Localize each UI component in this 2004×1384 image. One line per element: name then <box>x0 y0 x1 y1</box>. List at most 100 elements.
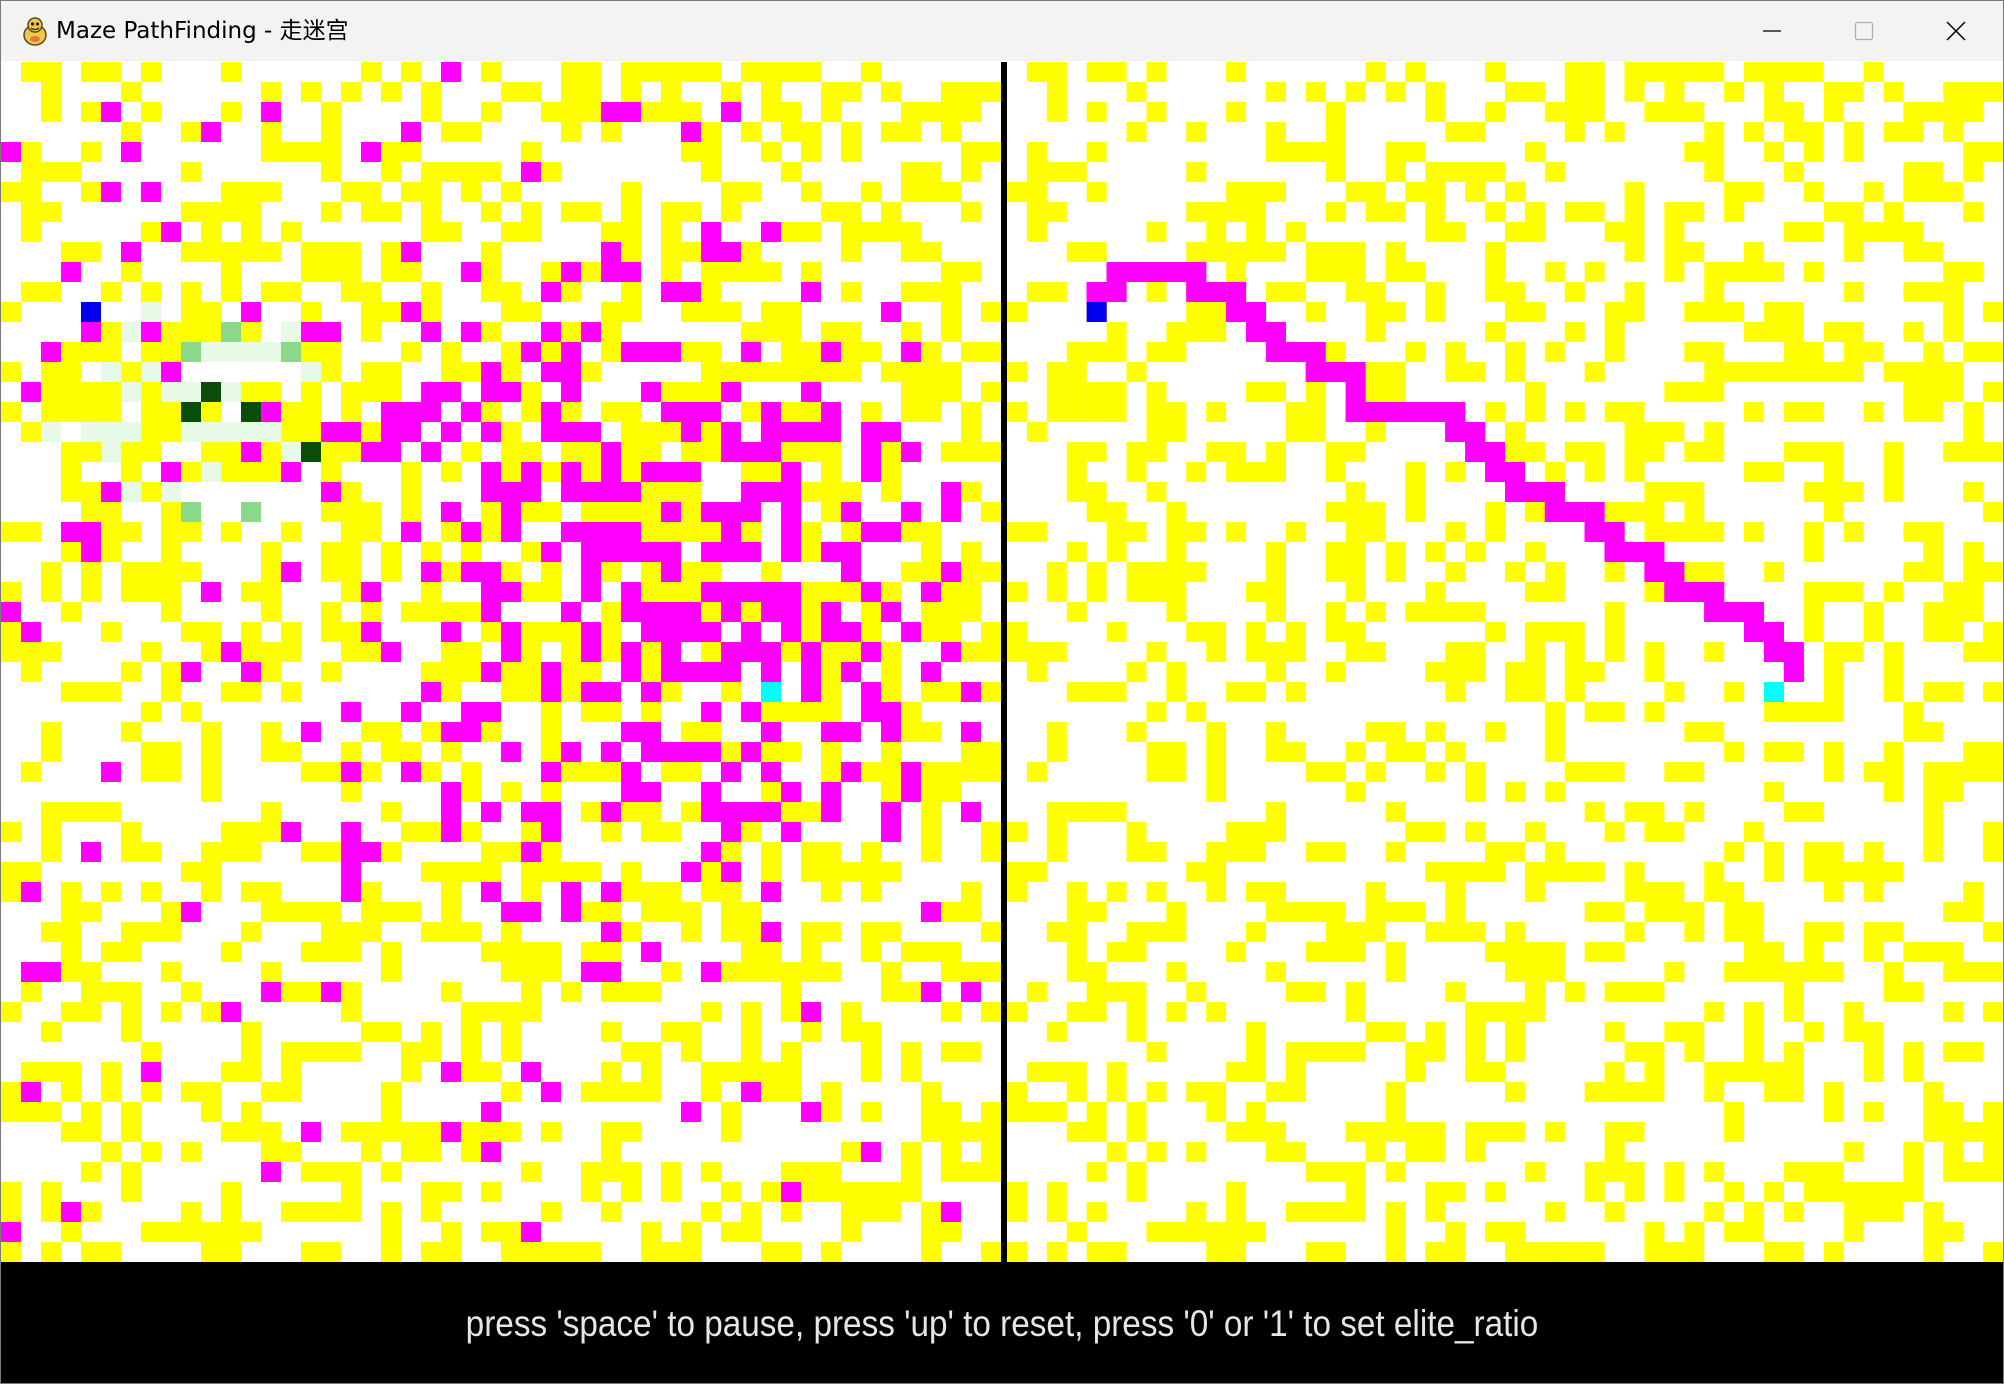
maze-wall-cell <box>1146 382 1167 402</box>
maze-wall-cell <box>1564 82 1585 102</box>
maze-wall-cell <box>801 802 821 822</box>
maze-visited-cell <box>741 642 761 662</box>
maze-wall-cell <box>101 682 121 702</box>
maze-wall-cell <box>21 642 41 662</box>
game-canvas[interactable]: press 'space' to pause, press 'up' to re… <box>1 62 2003 1383</box>
maze-visited-cell <box>561 742 581 762</box>
maze-wall-cell <box>641 902 661 922</box>
maze-visited-cell <box>781 542 801 562</box>
maze-wall-cell <box>1445 562 1466 582</box>
maze-wall-cell <box>521 942 541 962</box>
minimize-button[interactable] <box>1726 1 1818 61</box>
maze-visited-cell <box>581 642 601 662</box>
maze-wall-cell <box>901 182 921 202</box>
maze-wall-cell <box>741 902 761 922</box>
maze-wall-cell <box>881 782 901 802</box>
maze-wall-cell <box>281 1082 301 1102</box>
title-bar[interactable]: Maze PathFinding - 走迷宫 <box>1 1 2003 61</box>
maze-wall-cell <box>1305 422 1326 442</box>
maze-wall-cell <box>881 442 901 462</box>
maze-wall-cell <box>221 1202 241 1222</box>
maze-visited-cell <box>781 582 801 602</box>
maze-wall-cell <box>1604 302 1625 322</box>
maze-wall-cell <box>1026 142 1047 162</box>
maze-path-cell <box>1285 342 1306 362</box>
maze-visited-cell <box>741 1082 761 1102</box>
close-button[interactable] <box>1910 1 2002 61</box>
maze-path-cell <box>1644 562 1665 582</box>
maze-wall-cell <box>1106 802 1127 822</box>
maze-wall-cell <box>61 802 81 822</box>
maze-wall-cell <box>261 242 281 262</box>
maze-wall-cell <box>601 1162 621 1182</box>
maze-wall-cell <box>1086 502 1107 522</box>
maze-wall-cell <box>1863 1102 1884 1122</box>
maze-wall-cell <box>1007 862 1027 882</box>
maze-wall-cell <box>141 382 161 402</box>
maze-wall-cell <box>101 382 121 402</box>
maze-wall-cell <box>321 562 341 582</box>
maze-wall-cell <box>381 1082 401 1102</box>
maze-wall-cell <box>1265 902 1286 922</box>
maze-wall-cell <box>661 242 681 262</box>
maze-wall-cell <box>381 142 401 162</box>
maze-wall-cell <box>521 1242 541 1262</box>
maze-wall-cell <box>121 942 141 962</box>
maze-wall-cell <box>1186 202 1207 222</box>
maze-wall-cell <box>1963 102 1984 122</box>
maze-wall-cell <box>1146 582 1167 602</box>
maze-wall-cell <box>1285 642 1306 662</box>
maze-wall-cell <box>1704 302 1725 322</box>
maze-wall-cell <box>1963 1162 1984 1182</box>
maze-wall-cell <box>781 362 801 382</box>
maze-visited-cell <box>561 262 581 282</box>
maze-visited-cell <box>401 422 421 442</box>
maze-visited-cell <box>801 1002 821 1022</box>
maze-wall-cell <box>521 962 541 982</box>
maze-wall-cell <box>741 942 761 962</box>
maze-wall-cell <box>1026 662 1047 682</box>
maze-wall-cell <box>1285 682 1306 702</box>
maze-wall-cell <box>901 402 921 422</box>
maze-visited-cell <box>621 582 641 602</box>
maze-wall-cell <box>961 1122 981 1142</box>
maze-wall-cell <box>621 1122 641 1142</box>
maze-wall-cell <box>1425 1242 1446 1262</box>
maze-wall-cell <box>801 402 821 422</box>
maze-wall-cell <box>1604 902 1625 922</box>
maze-visited-cell <box>681 662 701 682</box>
maze-visited-cell <box>101 102 121 122</box>
maze-visited-cell <box>501 382 521 402</box>
maze-wall-cell <box>241 842 261 862</box>
maze-wall-cell <box>1923 682 1944 702</box>
maze-wall-cell <box>921 1242 941 1262</box>
maze-wall-cell <box>1166 662 1187 682</box>
maze-wall-cell <box>1803 942 1824 962</box>
maze-wall-cell <box>1365 422 1386 442</box>
maze-wall-cell <box>861 182 881 202</box>
maze-wall-cell <box>1704 362 1725 382</box>
maze-visited-cell <box>261 982 281 1002</box>
maze-path-cell <box>1684 582 1705 602</box>
maze-visited-cell <box>601 242 621 262</box>
maze-visited-cell <box>421 382 441 402</box>
maze-wall-cell <box>601 822 621 842</box>
maze-wall-cell <box>1883 862 1904 882</box>
maze-wall-cell <box>221 942 241 962</box>
maze-wall-cell <box>741 182 761 202</box>
maze-wall-cell <box>1345 242 1366 262</box>
maze-frontier-cell <box>161 382 181 402</box>
maze-wall-cell <box>1465 662 1486 682</box>
maze-wall-cell <box>1783 962 1804 982</box>
maze-wall-cell <box>1524 502 1545 522</box>
maze-wall-cell <box>1544 162 1565 182</box>
maze-wall-cell <box>1265 462 1286 482</box>
maze-wall-cell <box>181 162 201 182</box>
maze-wall-cell <box>581 1242 601 1262</box>
maze-wall-cell <box>1285 282 1306 302</box>
maze-wall-cell <box>1385 302 1406 322</box>
maze-wall-cell <box>1026 202 1047 222</box>
maximize-button[interactable] <box>1818 1 1910 61</box>
maze-wall-cell <box>781 1242 801 1262</box>
maze-path-cell <box>1505 462 1525 482</box>
